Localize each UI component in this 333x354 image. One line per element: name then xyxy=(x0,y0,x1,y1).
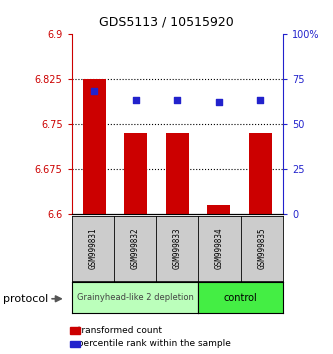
Text: Grainyhead-like 2 depletion: Grainyhead-like 2 depletion xyxy=(77,293,193,302)
Text: GSM999831: GSM999831 xyxy=(88,228,97,269)
Point xyxy=(175,98,180,103)
Text: percentile rank within the sample: percentile rank within the sample xyxy=(72,339,230,348)
Bar xyxy=(83,79,106,214)
Bar xyxy=(166,133,189,214)
Text: control: control xyxy=(224,293,258,303)
Bar xyxy=(249,133,272,214)
Text: GSM999832: GSM999832 xyxy=(131,228,140,269)
Bar xyxy=(207,205,230,214)
Bar xyxy=(125,133,147,214)
Point xyxy=(216,99,221,105)
Text: GSM999833: GSM999833 xyxy=(173,228,182,269)
Text: transformed count: transformed count xyxy=(72,326,162,335)
Text: protocol: protocol xyxy=(3,294,49,304)
Point xyxy=(133,98,139,103)
Text: GSM999835: GSM999835 xyxy=(257,228,266,269)
Text: GDS5113 / 10515920: GDS5113 / 10515920 xyxy=(99,16,234,29)
Text: GSM999834: GSM999834 xyxy=(215,228,224,269)
Point xyxy=(258,98,263,103)
Point xyxy=(92,88,97,94)
